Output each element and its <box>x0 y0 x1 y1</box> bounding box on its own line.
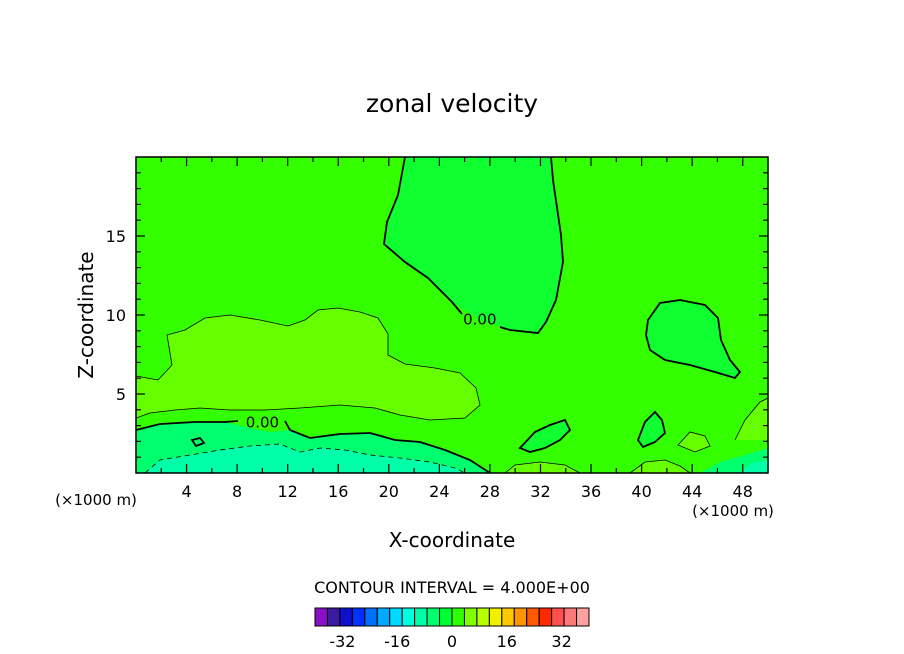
x-tick-label: 40 <box>631 482 651 501</box>
colorbar-tick-label: -32 <box>329 632 355 651</box>
zero-contour-blob-3 <box>190 436 206 448</box>
x-tick-label: 24 <box>429 482 449 501</box>
colorbar-swatch <box>551 607 565 627</box>
negative-contour-dashed <box>144 443 466 473</box>
colorbar-swatch <box>376 607 391 627</box>
zero-contour-lower <box>136 420 491 473</box>
x-tick-label: 44 <box>682 482 702 501</box>
positive-contour-blob-4 <box>734 397 768 441</box>
zero-contour-blob-1 <box>518 418 572 453</box>
negative-blob-1 <box>520 420 570 452</box>
y-tick-label: 15 <box>106 227 126 246</box>
colorbar-swatch <box>576 607 590 627</box>
colorbar-swatch <box>488 607 503 627</box>
colorbar-tick-label: 0 <box>447 632 457 651</box>
positive-blob-3 <box>678 432 710 452</box>
contour-field: 0.00 0.00 <box>136 157 768 473</box>
colorbar-swatch <box>439 607 453 627</box>
positive-contour-blob-3 <box>677 431 711 453</box>
colorbar-tick-label: 16 <box>497 632 517 651</box>
colorbar-swatch <box>414 607 428 627</box>
x-tick-label: 4 <box>181 482 191 501</box>
positive-blob-4 <box>735 398 768 440</box>
positive-region-mid <box>136 308 480 420</box>
x-unit-label-left: (×1000 m) <box>55 491 137 509</box>
x-tick-label: 48 <box>733 482 753 501</box>
positive-contour-blob-2 <box>629 459 691 473</box>
y-tick-label: 10 <box>106 306 126 325</box>
colorbar-tick-label: -16 <box>384 632 410 651</box>
x-tick-label: 12 <box>278 482 298 501</box>
positive-blob-2 <box>630 460 690 473</box>
y-axis-label: Z-coordinate <box>74 251 98 378</box>
negative-blob-4 <box>740 460 768 473</box>
positive-contour-mid <box>136 307 481 421</box>
colorbar-swatch <box>513 607 528 627</box>
contour-interval-label: CONTOUR INTERVAL = 4.000E+00 <box>314 578 590 597</box>
zero-contour-upper <box>383 157 564 334</box>
colorbar: -32 -16 0 16 32 <box>314 607 590 651</box>
contour-label: 0.00 <box>463 311 496 329</box>
x-tick-label: 32 <box>530 482 550 501</box>
positive-contour-blob-1 <box>504 461 581 473</box>
colorbar-swatch <box>351 607 366 627</box>
colorbar-swatch <box>326 607 341 627</box>
negative-region-core <box>145 444 465 473</box>
colorbar-swatch <box>501 607 515 627</box>
colorbar-swatch <box>463 607 478 627</box>
negative-region-upper <box>384 157 563 333</box>
x-tick-label: 8 <box>232 482 242 501</box>
colorbar-swatch <box>339 607 353 627</box>
x-tick-label: 28 <box>480 482 500 501</box>
zero-contour-blob-2 <box>636 410 666 449</box>
zero-contour-right <box>645 299 742 380</box>
negative-region-right <box>646 300 740 378</box>
colorbar-swatch <box>476 607 490 627</box>
colorbar-swatch <box>451 607 465 627</box>
colorbar-swatch <box>563 607 578 627</box>
colorbar-swatch <box>364 607 378 627</box>
colorbar-swatch <box>526 607 540 627</box>
x-tick-label: 36 <box>581 482 601 501</box>
colorbar-swatch <box>426 607 441 627</box>
x-tick-label: 16 <box>328 482 348 501</box>
colorbar-tick-label: 32 <box>551 632 571 651</box>
colorbar-swatch <box>314 607 328 627</box>
chart-title: zonal velocity <box>366 89 538 118</box>
x-unit-label-right: (×1000 m) <box>692 502 774 520</box>
contour-label: 0.00 <box>246 413 279 431</box>
colorbar-swatch <box>401 607 416 627</box>
x-tick-label: 20 <box>379 482 399 501</box>
x-axis-label: X-coordinate <box>389 528 516 552</box>
colorbar-swatch <box>389 607 403 627</box>
y-tick-label: 5 <box>116 385 126 404</box>
colorbar-swatch <box>538 607 553 627</box>
